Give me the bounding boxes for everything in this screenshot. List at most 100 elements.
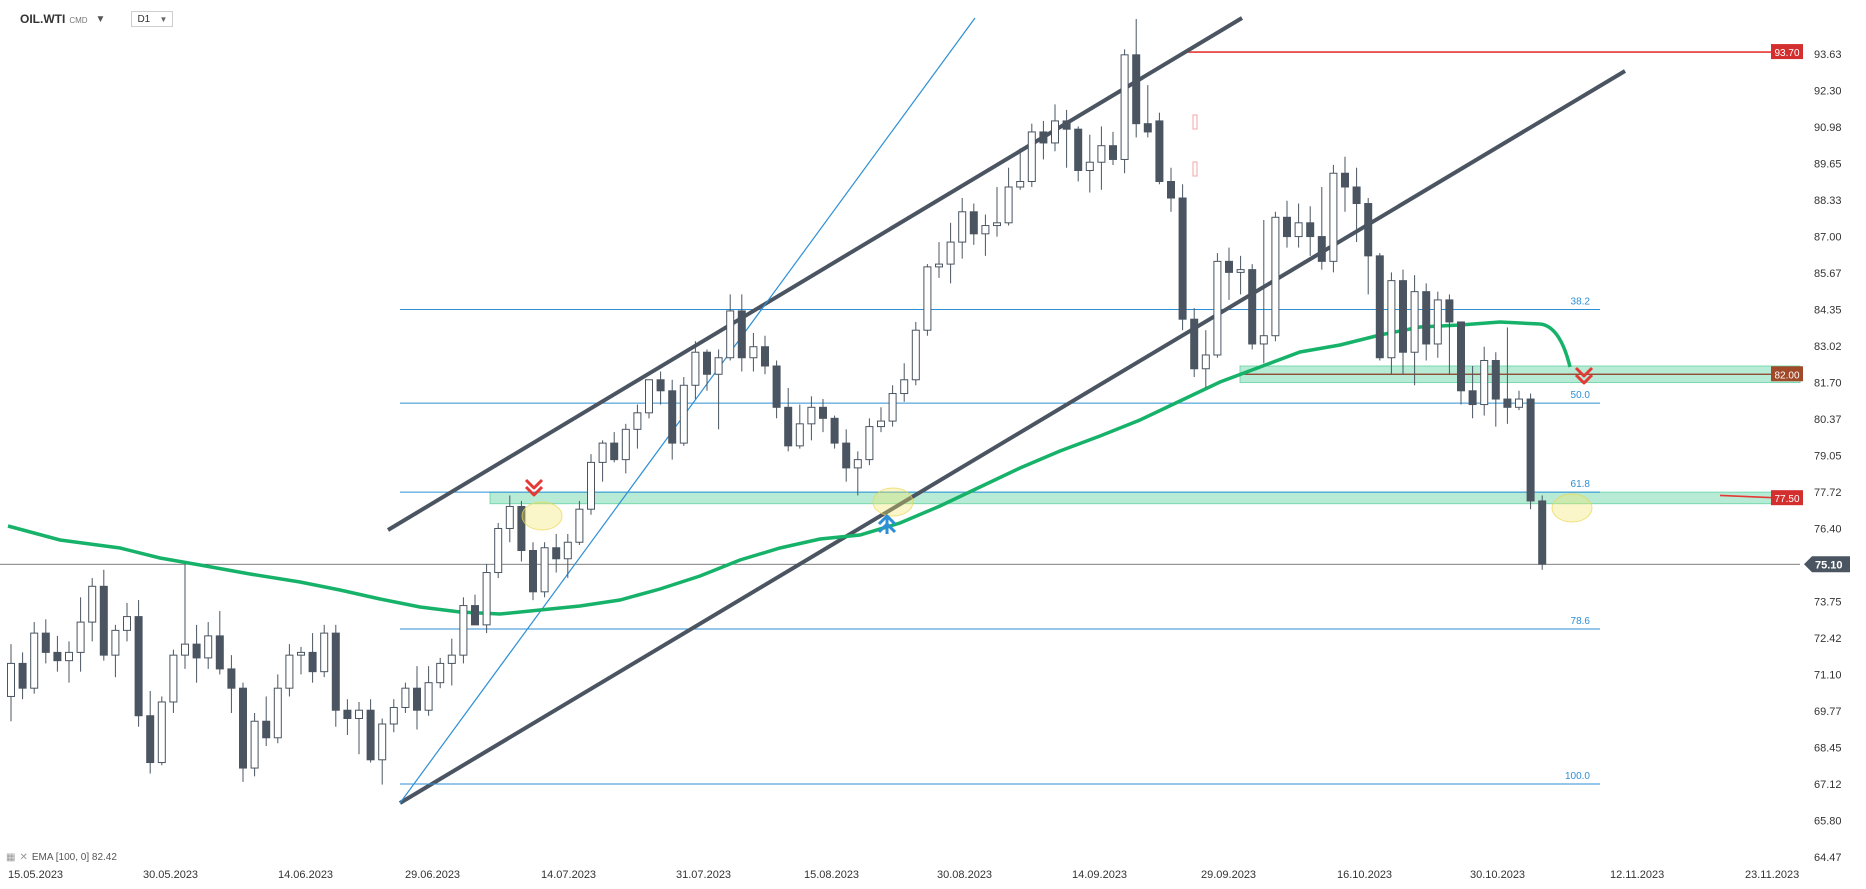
candle-body[interactable] (587, 461, 595, 510)
candle-body[interactable] (610, 442, 619, 461)
candle-body[interactable] (935, 263, 943, 268)
candle-body[interactable] (819, 406, 827, 419)
candle-body[interactable] (1364, 203, 1373, 257)
candle-body[interactable] (355, 709, 363, 719)
candle-body[interactable] (1167, 180, 1175, 199)
candle-body[interactable] (482, 572, 491, 626)
candle-body[interactable] (1306, 222, 1315, 238)
candle-body[interactable] (1097, 145, 1106, 163)
candle-body[interactable] (1468, 390, 1477, 406)
candle-body[interactable] (853, 459, 862, 469)
candle-body[interactable] (169, 654, 178, 703)
candle-body[interactable] (308, 651, 317, 673)
candle-body[interactable] (1155, 120, 1164, 182)
symbol-dropdown-chevron-icon[interactable]: ▼ (95, 13, 106, 25)
indicator-settings-icon[interactable]: ▦ (6, 852, 16, 863)
candle-body[interactable] (761, 346, 769, 367)
candle-body[interactable] (575, 508, 584, 543)
candle-body[interactable] (366, 709, 375, 761)
candle-body[interactable] (540, 547, 549, 593)
candle-body[interactable] (285, 654, 294, 689)
candle-body[interactable] (877, 420, 885, 428)
candle-body[interactable] (424, 682, 433, 711)
candle-body[interactable] (447, 654, 456, 664)
candle-body[interactable] (1399, 280, 1407, 353)
candle-body[interactable] (714, 357, 723, 375)
candle-body[interactable] (111, 629, 120, 656)
candle-body[interactable] (215, 635, 224, 670)
candle-body[interactable] (1004, 186, 1013, 224)
candle-body[interactable] (1445, 299, 1454, 323)
candle-body[interactable] (1433, 299, 1442, 345)
candle-body[interactable] (1294, 222, 1303, 238)
candle-body[interactable] (1016, 180, 1025, 188)
candle-body[interactable] (389, 706, 398, 725)
candle-body[interactable] (1109, 145, 1117, 160)
candle-body[interactable] (1213, 260, 1222, 356)
candle-body[interactable] (958, 211, 967, 243)
candle-body[interactable] (517, 505, 526, 552)
candle-body[interactable] (459, 605, 468, 656)
candle-body[interactable] (784, 406, 793, 447)
candle-body[interactable] (250, 720, 259, 769)
candle-body[interactable] (830, 417, 839, 444)
candle-body[interactable] (1120, 54, 1129, 160)
candle-body[interactable] (691, 351, 700, 386)
candle-body[interactable] (1027, 131, 1036, 182)
candle-body[interactable] (65, 651, 73, 662)
candle-body[interactable] (1410, 291, 1419, 353)
candle-body[interactable] (505, 505, 514, 529)
candle-body[interactable] (1422, 291, 1431, 345)
candle-body[interactable] (737, 310, 746, 359)
candle-body[interactable] (1457, 321, 1465, 392)
candle-body[interactable] (134, 616, 143, 717)
candle-body[interactable] (1248, 269, 1257, 345)
candle-body[interactable] (679, 384, 688, 444)
candle-body[interactable] (1143, 123, 1152, 133)
candle-body[interactable] (123, 616, 131, 631)
candle-body[interactable] (923, 266, 932, 331)
candle-body[interactable] (1074, 128, 1083, 171)
candle-body[interactable] (1051, 120, 1059, 144)
candle-body[interactable] (563, 541, 572, 560)
indicator-close-icon[interactable]: ✕ (19, 852, 28, 863)
candle-body[interactable] (1515, 398, 1523, 408)
candle-body[interactable] (726, 310, 735, 359)
candle-body[interactable] (146, 715, 155, 764)
candle-body[interactable] (1178, 197, 1187, 320)
candle-body[interactable] (320, 632, 329, 673)
candle-body[interactable] (41, 632, 50, 653)
candle-body[interactable] (181, 643, 189, 656)
candle-body[interactable] (900, 379, 909, 395)
candle-body[interactable] (772, 365, 781, 408)
candle-body[interactable] (1236, 269, 1245, 273)
candle-body[interactable] (331, 632, 340, 711)
candle-body[interactable] (76, 621, 85, 653)
candle-body[interactable] (1538, 500, 1547, 565)
symbol-label[interactable]: OIL.WTI (20, 12, 66, 26)
candle-body[interactable] (471, 605, 479, 626)
candle-body[interactable] (552, 547, 561, 560)
candle-body[interactable] (494, 527, 503, 574)
candle-body[interactable] (656, 379, 665, 392)
candle-body[interactable] (1329, 172, 1338, 262)
candle-body[interactable] (239, 687, 247, 769)
candle-body[interactable] (99, 585, 108, 656)
candle-body[interactable] (1375, 255, 1384, 359)
candle-body[interactable] (157, 701, 166, 764)
candle-body[interactable] (53, 651, 62, 662)
candle-body[interactable] (343, 709, 352, 719)
candle-body[interactable] (865, 426, 874, 461)
candle-body[interactable] (645, 379, 653, 414)
candle-body[interactable] (1503, 398, 1512, 408)
candle-body[interactable] (969, 211, 978, 235)
candle-body[interactable] (297, 651, 305, 656)
candle-body[interactable] (807, 406, 816, 425)
candle-body[interactable] (703, 351, 711, 375)
candle-body[interactable] (993, 222, 1001, 227)
candle-body[interactable] (529, 550, 537, 593)
candle-body[interactable] (204, 635, 213, 659)
candle-body[interactable] (1480, 359, 1489, 406)
